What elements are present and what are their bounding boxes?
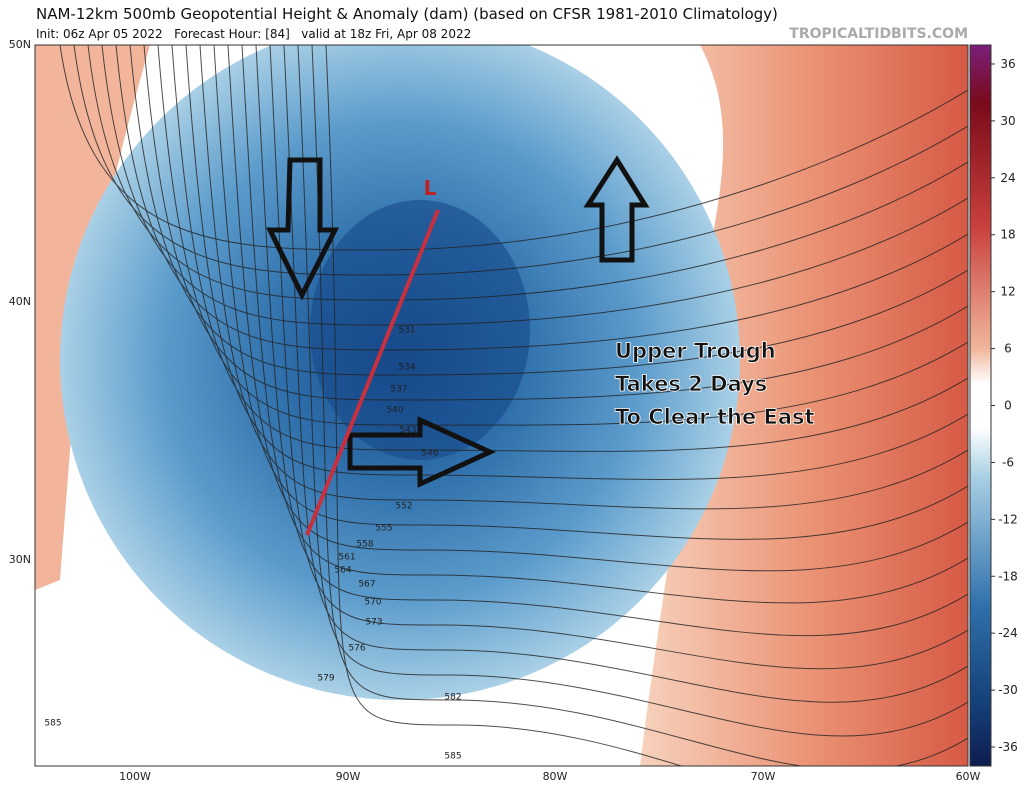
contour-line bbox=[129, 45, 968, 376]
annotation: Takes 2 Days bbox=[615, 372, 767, 396]
colorbar-tick-label: -36 bbox=[998, 740, 1018, 754]
lon-label: 100W bbox=[119, 770, 151, 783]
contour-label: 561 bbox=[338, 553, 355, 563]
contour-line bbox=[157, 45, 968, 426]
contour-line bbox=[59, 45, 968, 251]
colorbar-tick-label: 12 bbox=[1000, 285, 1015, 299]
colorbar-tick-label: -12 bbox=[998, 512, 1018, 526]
colorbar-tick-label: -24 bbox=[998, 626, 1018, 640]
colorbar-tick-label: -6 bbox=[1002, 455, 1014, 469]
colorbar-tick-label: 6 bbox=[1004, 342, 1012, 356]
contour-line bbox=[171, 45, 968, 452]
contour-label: 573 bbox=[365, 618, 382, 628]
lat-label: 40N bbox=[9, 295, 31, 308]
contour-line bbox=[143, 45, 968, 401]
contour-line bbox=[325, 45, 684, 766]
contour-label: 552 bbox=[395, 502, 412, 512]
colorbar-tick-label: 0 bbox=[1004, 399, 1012, 413]
contour-label: 570 bbox=[364, 598, 381, 608]
contour-label: 558 bbox=[356, 540, 373, 550]
title: NAM-12km 500mb Geopotential Height & Ano… bbox=[36, 5, 778, 23]
annotation: To Clear the East bbox=[615, 405, 815, 429]
contour-line bbox=[241, 45, 968, 604]
contour-label: 585 bbox=[444, 752, 461, 762]
contour-line bbox=[255, 45, 968, 637]
colorbar-tick-label: 24 bbox=[1000, 171, 1015, 185]
lon-label: 90W bbox=[336, 770, 361, 783]
contour-line bbox=[269, 45, 968, 670]
colorbar-tick-label: 30 bbox=[1000, 114, 1015, 128]
contour-line bbox=[283, 45, 968, 703]
colorbar-tick-label: 18 bbox=[1000, 228, 1015, 242]
colorbar-tick-label: -30 bbox=[998, 683, 1018, 697]
contour-line bbox=[87, 45, 968, 301]
contour-label: 579 bbox=[317, 674, 334, 684]
annotation: Upper Trough bbox=[615, 339, 776, 363]
lon-label: 70W bbox=[751, 770, 776, 783]
lat-label: 50N bbox=[9, 38, 31, 51]
contour-label: 582 bbox=[444, 693, 461, 703]
contour-line bbox=[213, 45, 968, 540]
contour-label: 564 bbox=[334, 566, 351, 576]
contour-line bbox=[199, 45, 968, 510]
contour-line bbox=[297, 45, 968, 737]
contour-label: 585 bbox=[44, 719, 61, 729]
contour-label: 540 bbox=[386, 406, 403, 416]
contour-label: 546 bbox=[421, 449, 438, 459]
contour-label: 534 bbox=[398, 363, 415, 373]
lat-label: 30N bbox=[9, 553, 31, 566]
subtitle: Init: 06z Apr 05 2022 Forecast Hour: [84… bbox=[36, 27, 471, 41]
colorbar-tick-label: -18 bbox=[998, 569, 1018, 583]
contour-line bbox=[185, 45, 968, 480]
contour-label: 555 bbox=[375, 524, 392, 534]
contour-line bbox=[227, 45, 968, 572]
lon-label: 60W bbox=[956, 770, 981, 783]
colorbar bbox=[969, 44, 992, 767]
contour-label: 531 bbox=[398, 326, 415, 336]
contour-line bbox=[115, 45, 968, 351]
site-name: TROPICALTIDBITS.COM bbox=[789, 26, 968, 42]
lon-label: 80W bbox=[543, 770, 568, 783]
contour-line bbox=[311, 45, 968, 766]
contour-label: 576 bbox=[348, 644, 365, 654]
map: L bbox=[35, 45, 968, 766]
colorbar-tick-label: 36 bbox=[1000, 57, 1015, 71]
contour-label: 537 bbox=[390, 385, 407, 395]
low-label: L bbox=[424, 176, 437, 200]
contour-label: 567 bbox=[358, 580, 375, 590]
contour-label: 543 bbox=[399, 426, 416, 436]
